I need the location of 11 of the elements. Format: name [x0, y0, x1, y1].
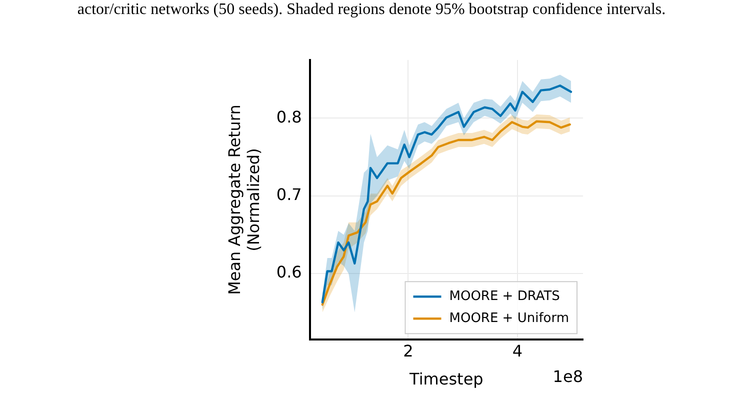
y-tick-label: 0.7	[276, 185, 302, 204]
x-tick-label: 2	[403, 341, 414, 360]
x-tick-label: 4	[512, 341, 523, 360]
legend-label: MOORE + Uniform	[449, 310, 570, 326]
x-axis-title: Timestep	[408, 370, 484, 389]
y-axis-title: Mean Aggregate Return (Normalized)	[224, 104, 263, 295]
y-tick-label: 0.6	[276, 262, 302, 282]
y-tick-label: 0.8	[276, 107, 302, 126]
text: 1e8	[552, 366, 583, 386]
legend-label: MOORE + DRATS	[449, 288, 560, 304]
text: actor/critic networks (50 seeds). Shaded regions denote 95% bootstrap confidence intervals.	[76, 0, 667, 20]
